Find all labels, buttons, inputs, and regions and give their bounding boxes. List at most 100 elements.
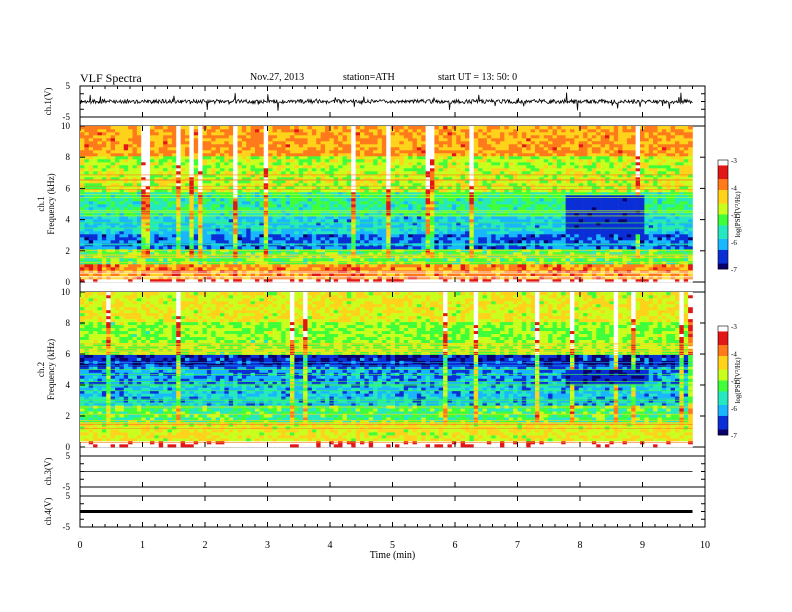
spectrogram-cell: [180, 213, 186, 217]
spectrogram-cell: [272, 156, 278, 160]
spectrogram-cell: [355, 198, 361, 202]
spectrogram-cell: [246, 270, 251, 274]
spectrogram-cell: [285, 222, 291, 226]
spectrogram-cell: [141, 258, 146, 262]
spectrogram-cell: [136, 222, 142, 226]
spectrogram-cell: [416, 240, 422, 244]
spectrogram-cell: [386, 246, 391, 250]
spectrogram-cell: [355, 132, 361, 136]
spectrogram-cell: [386, 180, 391, 184]
spectrogram-cell: [259, 237, 265, 241]
spectrogram-cell: [412, 219, 418, 223]
spectrogram-cell: [438, 216, 444, 220]
spectrogram-cell: [294, 186, 300, 190]
spectrogram-cell: [395, 222, 400, 226]
spectrogram-cell: [180, 204, 186, 208]
spectrogram-cell: [215, 240, 221, 244]
spectrogram-cell: [320, 144, 326, 148]
spectrogram-cell: [447, 243, 453, 247]
spectrogram-cell: [303, 180, 308, 184]
spectrogram-cell: [495, 198, 501, 202]
spectrogram-cell: [163, 243, 168, 247]
spectrogram-cell: [136, 186, 142, 190]
spectrogram-cell: [119, 168, 125, 172]
spectrogram-cell: [294, 273, 300, 277]
spectrogram-cell: [495, 207, 501, 211]
spectrogram-cell: [250, 216, 256, 220]
spectrogram-cell: [421, 255, 426, 259]
spectrogram-cell: [460, 213, 466, 217]
spectrogram-cell: [434, 219, 440, 223]
spectrogram-cell: [259, 189, 265, 193]
spectrogram-cell: [412, 273, 418, 277]
spectrogram-cell: [486, 129, 492, 133]
spectrogram-cell: [285, 273, 291, 277]
spectrogram-cell: [88, 213, 94, 217]
spectrogram-cell: [390, 141, 396, 145]
spectrogram-cell: [80, 270, 85, 274]
spectrogram-cell: [93, 168, 98, 172]
spectrogram-cell: [263, 219, 269, 223]
spectrogram-cell: [246, 225, 251, 229]
spectrogram-cell: [167, 150, 173, 154]
spectrogram-cell: [395, 231, 400, 235]
spectrogram-cell: [438, 225, 444, 229]
spectrogram-cell: [298, 186, 304, 190]
spectrogram-cell: [285, 249, 291, 253]
spectrogram-cell: [364, 186, 370, 190]
spectrogram-cell: [110, 207, 116, 211]
spectrogram-cell: [377, 270, 383, 274]
spectrogram-cell: [276, 144, 282, 148]
spectrogram-cell: [465, 231, 470, 235]
spectrogram-cell: [224, 222, 230, 226]
spectrogram-cell: [355, 264, 361, 268]
spectrogram-cell: [202, 234, 208, 238]
spectrogram-cell: [338, 171, 343, 175]
spectrogram-cell: [158, 138, 164, 142]
spectrogram-cell: [473, 177, 479, 181]
spectrogram-cell: [215, 261, 221, 265]
spectrogram-cell: [84, 180, 90, 184]
spectrogram-cell: [434, 141, 440, 145]
spectrogram-cell: [434, 240, 440, 244]
spectrogram-cell: [342, 186, 348, 190]
spectrogram-cell: [228, 159, 234, 163]
spectrogram-cell: [132, 174, 138, 178]
spectrogram-cell: [255, 207, 260, 211]
spectrogram-cell: [189, 165, 195, 169]
spectrogram-cell: [167, 219, 173, 223]
spectrogram-cell: [141, 126, 146, 130]
spectrogram-cell: [486, 198, 492, 202]
spectrogram-cell: [123, 156, 129, 160]
spectrogram-cell: [167, 183, 173, 187]
spectrogram-cell: [408, 177, 413, 181]
spectrogram-cell: [355, 243, 361, 247]
spectrogram-cell: [399, 174, 405, 178]
spectrogram-cell: [88, 204, 94, 208]
spectrogram-cell: [333, 207, 339, 211]
spectrogram-cell: [491, 126, 496, 130]
spectrogram-cell: [220, 246, 225, 250]
spectrogram-cell: [215, 201, 221, 205]
spectrogram-cell: [469, 177, 475, 181]
spectrogram-cell: [106, 201, 111, 205]
spectrogram-cell: [386, 216, 391, 220]
spectrogram-cell: [364, 255, 370, 259]
spectrogram-cell: [486, 192, 492, 196]
spectrogram-cell: [351, 177, 356, 181]
spectrogram-cell: [189, 141, 195, 145]
spectrogram-cell: [141, 150, 146, 154]
spectrogram-cell: [412, 234, 418, 238]
spectrogram-cell: [486, 147, 492, 151]
spectrogram-cell: [158, 240, 164, 244]
spectrogram-cell: [443, 234, 448, 238]
spectrogram-cell: [202, 270, 208, 274]
spectrogram-cell: [145, 234, 151, 238]
spectrogram-cell: [136, 261, 142, 265]
spectrogram-cell: [421, 129, 426, 133]
spectrogram-cell: [465, 267, 470, 271]
spectrogram-cell: [250, 225, 256, 229]
spectrogram-cell: [145, 222, 151, 226]
spectrogram-cell: [329, 201, 335, 205]
spectrogram-cell: [250, 174, 256, 178]
